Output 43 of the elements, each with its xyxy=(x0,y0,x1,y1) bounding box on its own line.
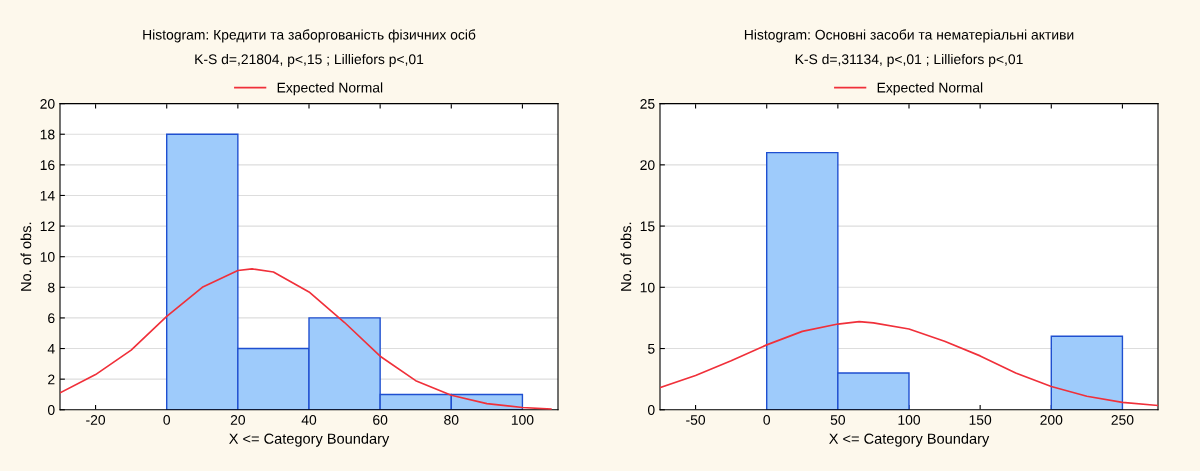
y-axis-title: No. of obs. xyxy=(620,222,632,291)
line-series xyxy=(660,320,1158,407)
x-tick-label: 0 xyxy=(763,415,771,425)
x-axis-title: X <= Category Boundary xyxy=(829,433,990,447)
y-tick-label: 20 xyxy=(640,160,655,171)
y-tick-label: 10 xyxy=(640,282,655,293)
y-tick-label: 4 xyxy=(47,344,55,354)
y-tick-label: 5 xyxy=(647,344,655,354)
y-tick-label: 0 xyxy=(647,405,655,415)
x-axis-title: X <= Category Boundary xyxy=(229,433,390,447)
x-tick-label: 60 xyxy=(373,415,388,425)
x-tick-label: 100 xyxy=(511,415,534,425)
x-tick-label: 250 xyxy=(1111,415,1134,425)
y-tick-label: 18 xyxy=(40,129,55,140)
line-series xyxy=(60,268,552,410)
chart-title: Histogram: Основні засоби та нематеріальні активи xyxy=(744,29,1074,43)
y-tick-label: 2 xyxy=(48,374,55,385)
x-tick-label: 100 xyxy=(898,415,921,425)
x-tick-label: -20 xyxy=(86,415,106,425)
legend-label: Expected Normal xyxy=(277,82,383,96)
y-tick-label: 0 xyxy=(47,405,55,415)
x-tick-label: 50 xyxy=(830,415,846,425)
chart-subtitle: K-S d=,31134, p<,01 ; Lilliefors p<,01 xyxy=(795,53,1023,67)
x-tick-label: 40 xyxy=(301,415,317,425)
legend-label: Expected Normal xyxy=(877,82,983,96)
y-tick-label: 25 xyxy=(640,98,655,109)
y-tick-label: 6 xyxy=(48,313,55,324)
y-tick-label: 15 xyxy=(640,221,655,232)
y-tick-label: 10 xyxy=(40,252,55,262)
x-tick-label: 150 xyxy=(969,415,992,425)
x-tick-label: 200 xyxy=(1040,415,1063,425)
x-tick-label: 20 xyxy=(230,415,246,425)
chart-subtitle: K-S d=,21804, p<,15 ; Lilliefors p<,01 xyxy=(195,53,424,67)
y-tick-label: 16 xyxy=(40,160,55,171)
y-tick-label: 14 xyxy=(40,190,55,201)
y-tick-label: 8 xyxy=(48,282,55,293)
chart-title: Histogram: Кредити та заборгованість фізичних осіб xyxy=(143,29,476,43)
y-tick-label: 20 xyxy=(40,98,55,109)
y-tick-label: 12 xyxy=(40,221,55,232)
x-tick-label: 0 xyxy=(163,415,171,425)
y-axis-title: No. of obs. xyxy=(20,222,32,291)
x-tick-label: -50 xyxy=(686,415,706,425)
x-tick-label: 80 xyxy=(444,415,459,425)
